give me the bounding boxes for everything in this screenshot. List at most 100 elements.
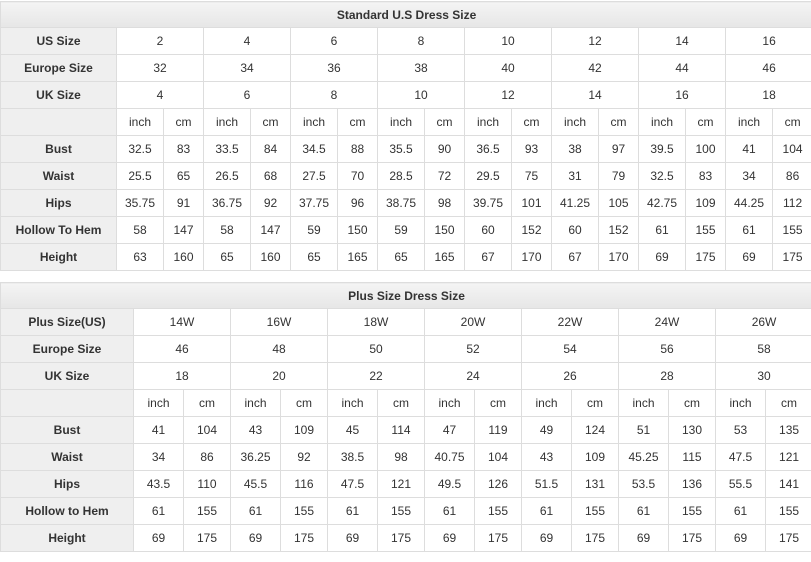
measure-cell: 42.75 bbox=[638, 189, 686, 217]
measure-cell: 98 bbox=[377, 443, 425, 471]
measure-cell: 61 bbox=[638, 216, 686, 244]
unit-cell: cm bbox=[571, 389, 619, 417]
size-cell: 46 bbox=[724, 54, 811, 82]
measure-cell: 47.5 bbox=[715, 443, 766, 471]
unit-cell: cm bbox=[250, 108, 291, 136]
table-title: Plus Size Dress Size bbox=[0, 282, 811, 309]
unit-cell: inch bbox=[290, 108, 338, 136]
size-row: US Size 2 4 6 8 10 12 14 16 bbox=[0, 27, 811, 55]
measure-cell: 47 bbox=[424, 416, 475, 444]
measure-cell: 61 bbox=[715, 497, 766, 525]
measure-cell: 36.25 bbox=[230, 443, 281, 471]
measure-cell: 175 bbox=[764, 524, 811, 552]
measure-row: Height 69 175 69 175 69 175 69 175 69 175 69 175 69 17… bbox=[0, 524, 811, 552]
size-cell: 30 bbox=[714, 362, 811, 390]
row-label: Hips bbox=[0, 189, 117, 217]
measure-cell: 109 bbox=[280, 416, 328, 444]
measure-cell: 98 bbox=[424, 189, 465, 217]
measure-cell: 93 bbox=[511, 135, 552, 163]
measure-cell: 115 bbox=[668, 443, 716, 471]
measure-cell: 61 bbox=[133, 497, 184, 525]
measure-cell: 121 bbox=[377, 470, 425, 498]
measure-cell: 135 bbox=[764, 416, 811, 444]
measure-cell: 35.75 bbox=[116, 189, 164, 217]
size-row: Europe Size 32 34 36 38 40 42 44 46 bbox=[0, 54, 811, 82]
unit-cell: inch bbox=[327, 389, 378, 417]
unit-cell: inch bbox=[424, 389, 475, 417]
measure-cell: 83 bbox=[685, 162, 726, 190]
title-row: Standard U.S Dress Size bbox=[0, 1, 811, 28]
size-cell: 32 bbox=[116, 54, 204, 82]
measure-cell: 28.5 bbox=[377, 162, 425, 190]
size-cell: 6 bbox=[203, 81, 291, 109]
measure-cell: 165 bbox=[424, 243, 465, 271]
measure-cell: 91 bbox=[163, 189, 204, 217]
measure-cell: 45 bbox=[327, 416, 378, 444]
measure-cell: 175 bbox=[685, 243, 726, 271]
size-cell: 10 bbox=[464, 27, 552, 55]
measure-cell: 69 bbox=[521, 524, 572, 552]
unit-cell: cm bbox=[771, 108, 811, 136]
measure-cell: 38.75 bbox=[377, 189, 425, 217]
unit-cell: inch bbox=[725, 108, 773, 136]
unit-cell: inch bbox=[203, 108, 251, 136]
unit-cell: cm bbox=[377, 389, 425, 417]
measure-cell: 175 bbox=[474, 524, 522, 552]
measure-row: Hollow To Hem 58 147 58 147 59 150 59 150 60 152 60… bbox=[0, 216, 811, 244]
measure-cell: 58 bbox=[203, 216, 251, 244]
measure-cell: 65 bbox=[377, 243, 425, 271]
measure-cell: 38 bbox=[551, 135, 599, 163]
measure-cell: 45.25 bbox=[618, 443, 669, 471]
unit-cell: cm bbox=[183, 389, 231, 417]
size-cell: 20W bbox=[424, 308, 522, 336]
measure-cell: 119 bbox=[474, 416, 522, 444]
title-row: Plus Size Dress Size bbox=[0, 282, 811, 309]
measure-cell: 112 bbox=[771, 189, 811, 217]
unit-cell: inch bbox=[377, 108, 425, 136]
measure-cell: 175 bbox=[571, 524, 619, 552]
size-cell: 14 bbox=[638, 27, 726, 55]
size-cell: 6 bbox=[290, 27, 378, 55]
measure-cell: 69 bbox=[638, 243, 686, 271]
size-cell: 12 bbox=[551, 27, 639, 55]
measure-cell: 170 bbox=[598, 243, 639, 271]
row-label: Waist bbox=[0, 162, 117, 190]
measure-cell: 45.5 bbox=[230, 470, 281, 498]
size-cell: 42 bbox=[551, 54, 639, 82]
measure-cell: 84 bbox=[250, 135, 291, 163]
measure-cell: 70 bbox=[337, 162, 378, 190]
measure-cell: 69 bbox=[715, 524, 766, 552]
size-cell: 18 bbox=[724, 81, 811, 109]
size-cell: 28 bbox=[618, 362, 716, 390]
size-cell: 16 bbox=[638, 81, 726, 109]
measure-cell: 110 bbox=[183, 470, 231, 498]
size-cell: 36 bbox=[290, 54, 378, 82]
measure-cell: 41.25 bbox=[551, 189, 599, 217]
size-cell: 4 bbox=[116, 81, 204, 109]
measure-cell: 155 bbox=[280, 497, 328, 525]
unit-cell: cm bbox=[424, 108, 465, 136]
measure-cell: 155 bbox=[668, 497, 716, 525]
measure-row: Bust 32.5 83 33.5 84 34.5 88 35.5 90 36.5 93 38 97 39… bbox=[0, 135, 811, 163]
row-label: Bust bbox=[0, 416, 134, 444]
measure-cell: 109 bbox=[571, 443, 619, 471]
measure-cell: 92 bbox=[250, 189, 291, 217]
measure-cell: 165 bbox=[337, 243, 378, 271]
unit-cell: cm bbox=[598, 108, 639, 136]
measure-cell: 47.5 bbox=[327, 470, 378, 498]
measure-row: Hollow to Hem 61 155 61 155 61 155 61 155 61 155 61… bbox=[0, 497, 811, 525]
unit-cell: cm bbox=[163, 108, 204, 136]
measure-cell: 121 bbox=[764, 443, 811, 471]
unit-cell: inch bbox=[551, 108, 599, 136]
measure-cell: 116 bbox=[280, 470, 328, 498]
measure-cell: 60 bbox=[464, 216, 512, 244]
measure-cell: 136 bbox=[668, 470, 716, 498]
size-cell: 54 bbox=[521, 335, 619, 363]
measure-cell: 51.5 bbox=[521, 470, 572, 498]
row-label: Waist bbox=[0, 443, 134, 471]
measure-cell: 69 bbox=[424, 524, 475, 552]
size-cell: 14W bbox=[133, 308, 231, 336]
size-cell: 26W bbox=[714, 308, 811, 336]
size-cell: 44 bbox=[638, 54, 726, 82]
measure-cell: 58 bbox=[116, 216, 164, 244]
